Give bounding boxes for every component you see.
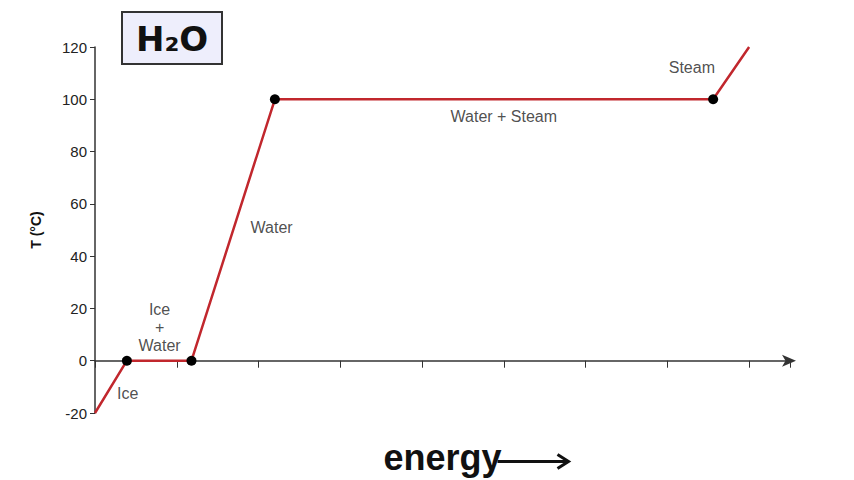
svg-text:Water: Water: [251, 219, 294, 236]
svg-text:Ice: Ice: [149, 301, 170, 318]
svg-text:40: 40: [70, 248, 87, 265]
svg-text:-20: -20: [65, 405, 87, 422]
svg-text:20: 20: [70, 300, 87, 317]
svg-text:T (°C): T (°C): [28, 211, 44, 248]
svg-text:+: +: [155, 319, 164, 336]
svg-text:Ice: Ice: [117, 385, 138, 402]
svg-text:80: 80: [70, 143, 87, 160]
svg-text:60: 60: [70, 195, 87, 212]
svg-text:Water + Steam: Water + Steam: [451, 108, 558, 125]
svg-text:Water: Water: [139, 337, 182, 354]
svg-text:energy: energy: [383, 437, 501, 478]
svg-text:Steam: Steam: [669, 59, 715, 76]
svg-text:100: 100: [62, 91, 87, 108]
svg-text:0: 0: [79, 352, 87, 369]
svg-text:120: 120: [62, 39, 87, 56]
svg-text:H₂O: H₂O: [136, 19, 208, 59]
